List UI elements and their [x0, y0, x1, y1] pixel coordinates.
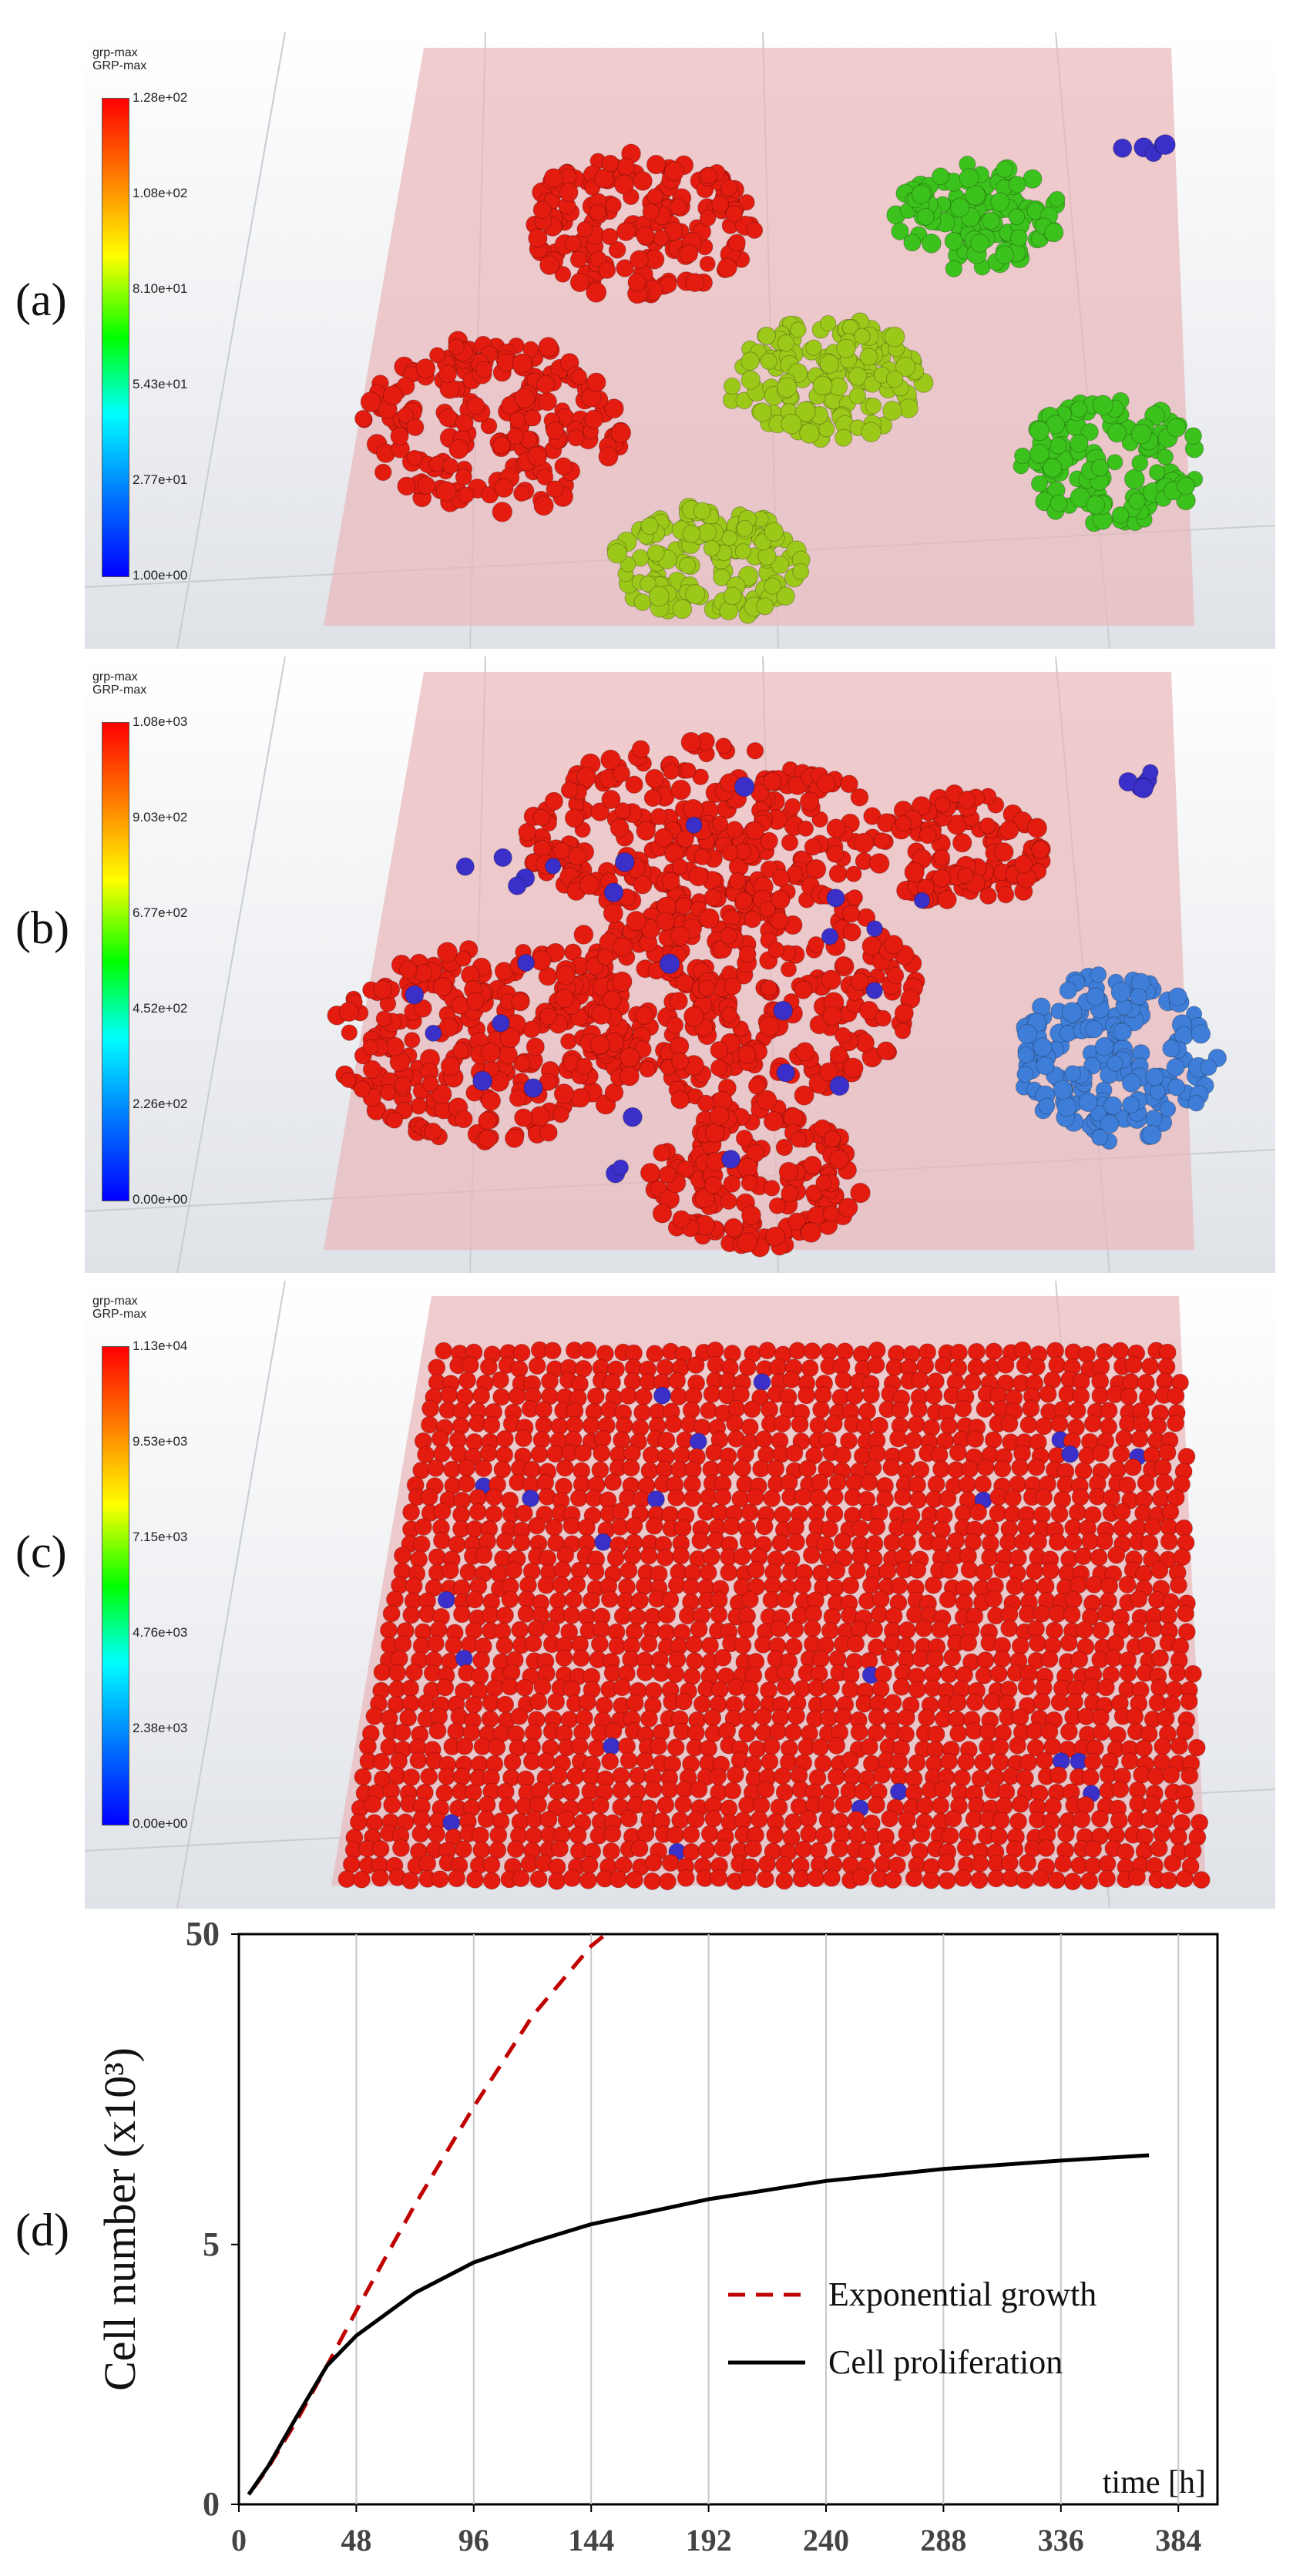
cell-cluster	[1113, 134, 1176, 163]
legend-label-exponential: Exponential growth	[828, 2275, 1096, 2313]
x-tick-label: 336	[1038, 2523, 1084, 2558]
cell-cluster	[1015, 966, 1227, 1150]
colorbar-tick: 0.00e+00	[133, 1192, 188, 1207]
colorbar-tick: 1.00e+00	[133, 568, 188, 583]
cell-cluster	[555, 865, 925, 1120]
cell-cluster	[1013, 391, 1204, 532]
simulation-view-b: grp-max GRP-max 1.08e+03 9.03e+02 6.77e+0…	[85, 657, 1275, 1273]
cell-cluster	[1118, 764, 1159, 799]
growth-chart: 0 48 96 144 192 240 288 336 384 0 5 50 Cell number …	[95, 1915, 1219, 2558]
colorbar-tick: 4.76e+03	[133, 1625, 188, 1640]
y-axis-label: Cell number (x10³)	[95, 2047, 145, 2391]
x-tick-label: 48	[341, 2523, 371, 2558]
x-tick-label: 192	[686, 2523, 732, 2558]
colorbar-tick: 1.08e+03	[133, 714, 188, 729]
y-tick-label: 50	[186, 1915, 220, 1953]
colorbar	[102, 1346, 129, 1825]
x-tick-label: 240	[803, 2523, 849, 2558]
cell-cluster	[640, 1106, 871, 1258]
y-tick-label: 0	[203, 2485, 220, 2523]
colorbar-tick: 9.53e+03	[133, 1434, 188, 1449]
cell-cluster	[354, 331, 632, 522]
scene-b	[85, 657, 1275, 1273]
simulation-view-c: grp-max GRP-max 1.13e+04 9.53e+03 7.15e+0…	[85, 1281, 1275, 1909]
colorbar-tick: 9.03e+02	[133, 810, 188, 825]
x-axis-label: time [h]	[1103, 2465, 1206, 2500]
series-cell-proliferation	[247, 2153, 1150, 2496]
simulation-view-a: grp-max GRP-max 1.28e+02 1.08e+02 8.10e+0…	[85, 32, 1275, 649]
legend: Exponential growth Cell proliferation	[728, 2275, 1096, 2381]
cell-cluster	[868, 784, 1051, 910]
colorbar-tick: 1.28e+02	[133, 90, 188, 105]
colorbar-tick: 4.52e+02	[133, 1001, 188, 1016]
panel-label-c: (c)	[15, 1526, 67, 1577]
x-tick-label: 0	[231, 2523, 247, 2558]
x-tick-label: 384	[1155, 2523, 1201, 2558]
legend-label-proliferation: Cell proliferation	[828, 2343, 1063, 2381]
panel-label-b: (b)	[15, 902, 69, 953]
colorbar-tick: 2.38e+03	[133, 1721, 188, 1735]
panel-label-d: (d)	[15, 2205, 69, 2255]
x-tick-label: 288	[920, 2523, 966, 2558]
cell-cluster	[526, 143, 764, 304]
colorbar	[102, 722, 129, 1201]
legend-title: grp-max GRP-max	[92, 46, 147, 72]
colorbar-tick: 8.10e+01	[133, 281, 188, 296]
plot-frame	[237, 1933, 1219, 2506]
colorbar-tick: 2.26e+02	[133, 1097, 188, 1111]
colorbar	[102, 98, 129, 577]
colorbar-tick: 7.15e+03	[133, 1530, 188, 1544]
cell-cluster	[722, 312, 934, 448]
x-tick-label: 96	[458, 2523, 489, 2558]
cell-cluster	[606, 497, 811, 624]
legend-title: grp-max GRP-max	[92, 1295, 147, 1321]
cell-monolayer	[338, 1341, 1211, 1891]
colorbar-tick: 1.13e+04	[133, 1338, 188, 1353]
panel-label-a: (a)	[15, 274, 67, 325]
colorbar-tick: 1.08e+02	[133, 186, 188, 200]
colorbar-tick: 2.77e+01	[133, 472, 188, 487]
cell-cluster	[886, 156, 1066, 277]
y-tick-label: 5	[203, 2225, 220, 2263]
legend-title: grp-max GRP-max	[92, 670, 147, 697]
x-tick-label: 144	[568, 2523, 614, 2558]
scene-a	[85, 32, 1275, 649]
colorbar-tick: 5.43e+01	[133, 377, 188, 391]
colorbar-tick: 0.00e+00	[133, 1816, 188, 1831]
colorbar-tick: 6.77e+02	[133, 905, 188, 920]
cell-cluster	[405, 776, 931, 1184]
scene-c	[85, 1281, 1275, 1909]
